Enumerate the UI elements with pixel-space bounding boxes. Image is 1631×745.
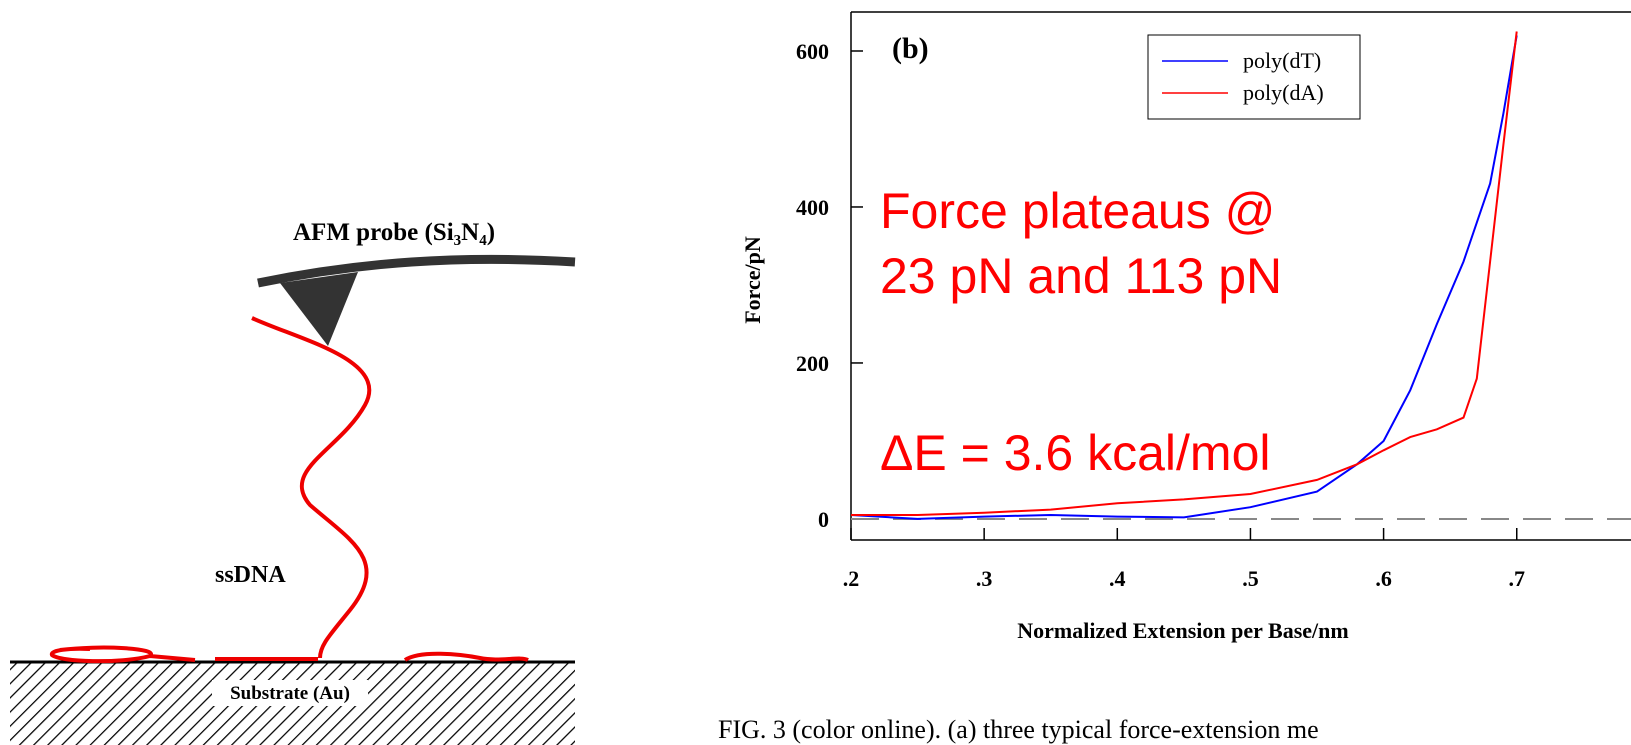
x-tick-label: .6: [1375, 566, 1392, 591]
ssdna-adsorbed: [50, 645, 529, 664]
label-bg: [212, 680, 368, 706]
diagram: Substrate (Au) AFM probe (Si₃N₄) ssDNA: [10, 219, 576, 745]
series-line: [851, 31, 1518, 516]
panel-label: (b): [892, 32, 929, 65]
y-tick-label: 400: [796, 195, 829, 220]
x-axis-label: Normalized Extension per Base/nm: [1017, 618, 1348, 643]
annotation: Force plateaus @: [880, 183, 1275, 239]
y-tick-label: 600: [796, 39, 829, 64]
probe-tip: [280, 272, 358, 346]
substrate-label: Substrate (Au): [230, 683, 350, 704]
ssdna: [251, 316, 372, 659]
caption: FIG. 3 (color online). (a) three typical…: [718, 715, 1319, 744]
x-tick-label: .2: [843, 566, 860, 591]
x-tick-label: .7: [1508, 566, 1525, 591]
y-tick-label: 200: [796, 351, 829, 376]
x-tick-label: .4: [1109, 566, 1126, 591]
chart: Force/pN Normalized Extension per Base/n…: [740, 11, 1631, 643]
annotation: ΔE = 3.6 kcal/mol: [880, 425, 1271, 481]
annotation: 23 pN and 113 pN: [880, 248, 1282, 304]
dna-label: ssDNA: [215, 562, 286, 588]
cantilever: [257, 254, 576, 288]
legend-label: poly(dA): [1243, 80, 1324, 105]
x-tick-label: .5: [1242, 566, 1259, 591]
x-tick-label: .3: [976, 566, 993, 591]
probe-label: AFM probe (Si₃N₄): [293, 219, 495, 246]
y-tick-label: 0: [818, 507, 829, 532]
legend-label: poly(dT): [1243, 48, 1321, 73]
y-axis-label: Force/pN: [740, 236, 765, 324]
legend-box: [1147, 34, 1361, 120]
